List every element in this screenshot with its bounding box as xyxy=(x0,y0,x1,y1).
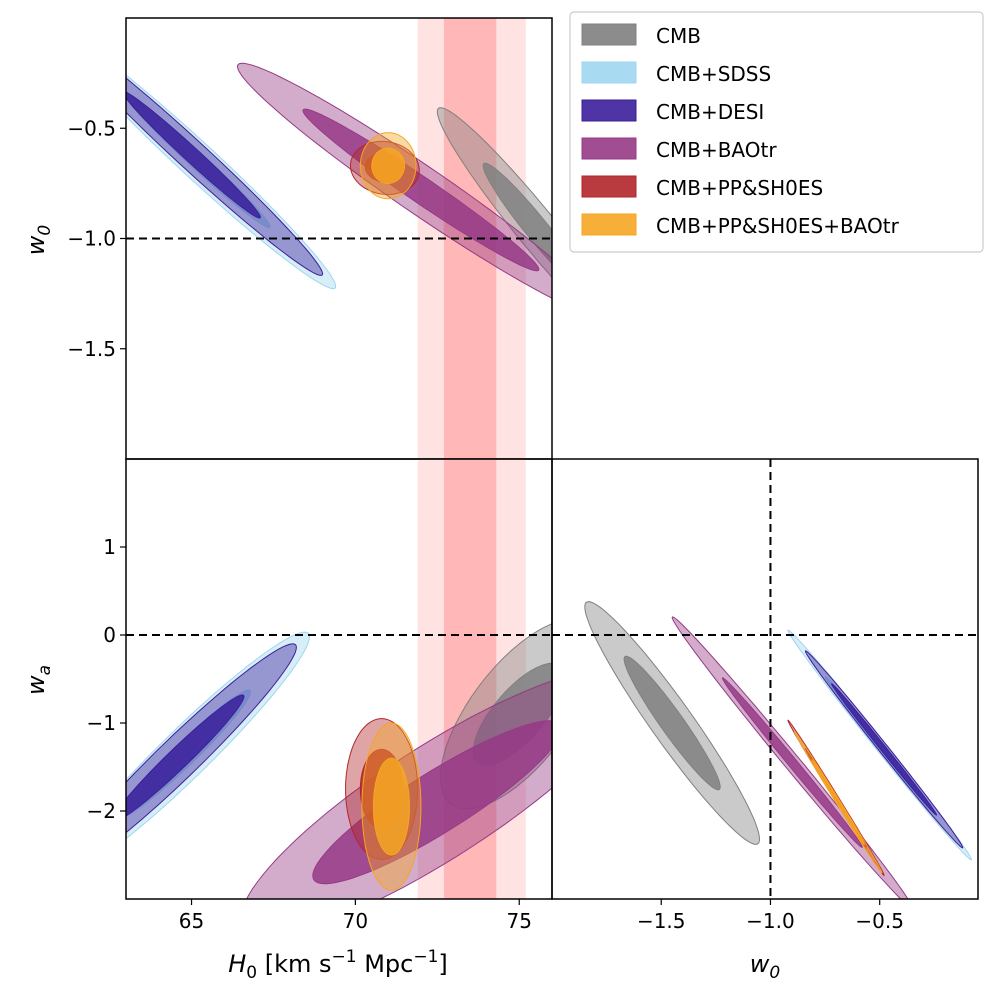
panel-H0-w0: −0.5 −1.0 −1.5 w0 xyxy=(22,17,553,460)
legend-swatch-cmb-desi xyxy=(581,99,637,122)
legend-label-cmb-sdss: CMB+SDSS xyxy=(656,62,771,86)
contour-cmb-w0-wa-1sigma xyxy=(623,655,721,791)
legend-swatch-cmb-pp-sh0es-baotr xyxy=(581,213,637,236)
legend: CMB CMB+SDSS CMB+DESI CMB+BAOtr CMB+PP&SH0ES… xyxy=(569,11,984,253)
ytick-label: 0 xyxy=(103,623,116,647)
ytick-label: −2 xyxy=(87,799,116,823)
contour-cmb-desi-h0-w0-1sigma xyxy=(126,91,261,219)
xtick-label: −1.5 xyxy=(637,909,686,933)
legend-frame xyxy=(569,11,984,253)
ytick-label: −1.0 xyxy=(67,227,116,251)
panel-H0-wa: 1 0 −1 −2 65 70 75 wa H0 [km s−1 Mpc−1] xyxy=(22,458,553,983)
legend-label-cmb-baotr: CMB+BAOtr xyxy=(656,138,777,162)
contour-cmb-pp-sh0es-baotr-h0-wa-1sigma xyxy=(372,757,411,856)
ylabel-w0: w0 xyxy=(22,225,55,255)
legend-label-cmb: CMB xyxy=(656,24,701,48)
legend-swatch-cmb-sdss xyxy=(581,61,637,84)
legend-swatch-cmb-baotr xyxy=(581,137,637,160)
contour-cmb-desi-w0-wa-1sigma xyxy=(830,683,938,816)
ytick-label: 1 xyxy=(103,535,116,559)
xlabel-w0: w0 xyxy=(750,950,780,983)
contour-cmb-baotr-h0-wa-1sigma xyxy=(312,720,552,885)
panel-w0-wa: −1.5 −1.0 −0.5 w0 xyxy=(551,458,979,983)
ylabel-wa: wa xyxy=(22,665,55,695)
contour-cmb-desi-h0-wa-1sigma xyxy=(126,694,245,817)
legend-swatch-cmb-pp-sh0es xyxy=(581,175,637,198)
legend-label-cmb-pp-sh0es: CMB+PP&SH0ES xyxy=(656,176,823,200)
ytick-label: −1 xyxy=(87,711,116,735)
contour-cmb-baotr-h0-w0-1sigma xyxy=(302,108,540,272)
xlabel-H0: H0 [km s−1 Mpc−1] xyxy=(228,947,448,983)
contour-cmb-pp-sh0es-baotr-h0-w0-1sigma xyxy=(371,147,405,184)
legend-label-cmb-desi: CMB+DESI xyxy=(656,100,764,124)
ytick-label: −1.5 xyxy=(67,337,116,361)
contour-cmb-baotr-w0-wa-1sigma xyxy=(721,677,863,849)
xtick-label: −1.0 xyxy=(746,909,795,933)
legend-label-cmb-pp-sh0es-baotr: CMB+PP&SH0ES+BAOtr xyxy=(656,214,900,238)
legend-swatch-cmb xyxy=(581,23,637,46)
xtick-label: 70 xyxy=(343,909,368,933)
contour-cmb-pp-sh0es-baotr-w0-wa-1sigma xyxy=(811,759,866,846)
ytick-label: −0.5 xyxy=(67,116,116,140)
xtick-label: 75 xyxy=(507,909,532,933)
panel-frame-w0-wa xyxy=(551,458,979,900)
xtick-label: −0.5 xyxy=(855,909,904,933)
xtick-label: 65 xyxy=(179,909,204,933)
